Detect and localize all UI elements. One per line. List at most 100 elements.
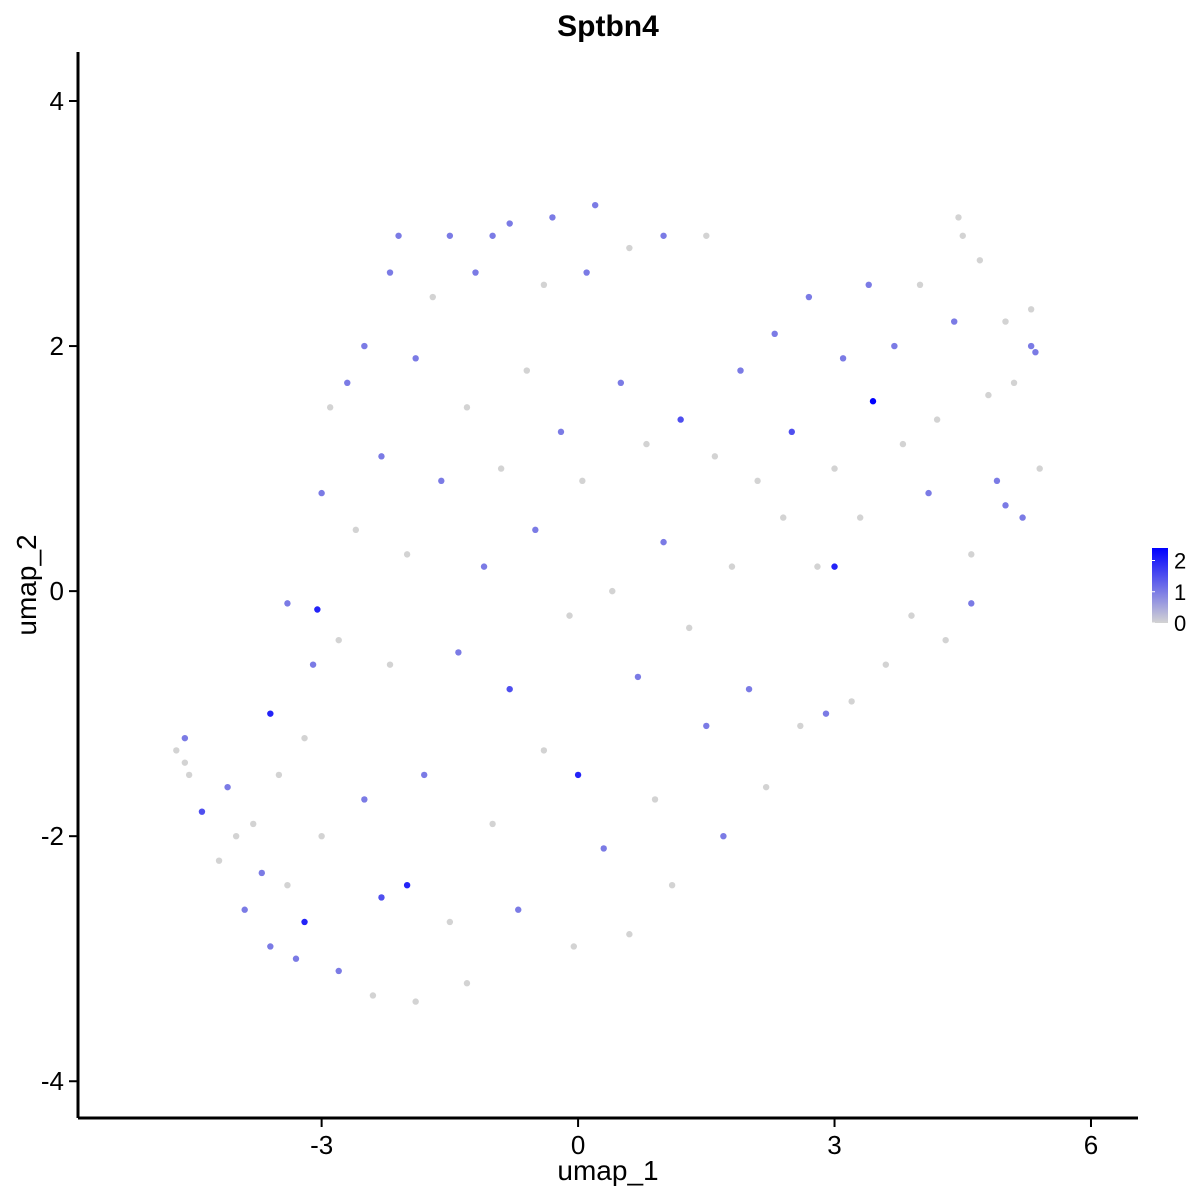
data-point [703,232,710,239]
data-point [865,281,872,289]
data-point [421,771,428,779]
data-point [848,698,855,705]
color-legend: 0 1 2 [1152,548,1186,636]
data-point [908,612,915,619]
data-point [600,845,607,852]
y-tick-label: 0 [50,576,64,606]
data-point [540,747,548,754]
y-tick-label: -2 [41,821,64,851]
data-point [181,734,189,742]
data-point [378,894,385,901]
data-point [532,526,539,534]
y-tick-label: -4 [41,1066,64,1096]
colorbar-tick-label: 1 [1174,580,1186,605]
data-point [540,281,548,289]
data-point [831,563,838,570]
y-tick-label: 2 [50,331,64,361]
y-axis-title: umap_2 [11,534,42,635]
data-point [1027,342,1035,350]
data-point [438,477,445,485]
data-point [788,428,795,436]
x-tick-label: 0 [571,1130,585,1160]
data-point [1002,502,1009,509]
data-point [993,477,1001,485]
colorbar [1152,548,1168,623]
data-point [797,722,804,730]
data-point [386,661,394,668]
data-point [446,232,454,239]
data-point [583,269,590,276]
data-point [856,514,864,521]
data-point [386,269,394,276]
axes: -3 0 3 6 -4 -2 0 2 4 [41,52,1138,1160]
data-point [403,551,411,558]
data-point [831,465,838,472]
data-point [361,342,368,350]
data-point [955,214,962,221]
data-point [506,685,513,693]
data-point [609,587,616,595]
data-point [916,281,924,289]
data-point [762,783,770,791]
data-point [455,649,462,656]
data-point [711,453,719,460]
data-point [686,624,693,632]
data-point [720,832,727,840]
data-point [335,967,342,975]
data-point [412,355,419,362]
data-point [173,747,180,754]
data-point [737,367,744,374]
data-point [446,918,454,926]
data-point [335,636,342,644]
data-point [754,477,761,485]
data-point [489,232,496,239]
x-axis-title: umap_1 [557,1155,658,1186]
data-point [267,943,274,950]
data-point [660,538,667,546]
data-point [899,440,907,448]
data-point [301,734,308,742]
data-point [968,551,975,558]
data-point [361,796,368,803]
data-point [275,771,283,779]
data-point [805,293,813,301]
data-point [651,796,659,803]
data-point [591,201,599,209]
data-point [515,906,522,913]
scatter-points [173,201,1043,1005]
data-point [369,992,377,999]
data-point [959,232,966,239]
colorbar-tick-label: 0 [1174,611,1186,636]
data-point [181,759,189,766]
data-point [660,232,667,239]
data-point [780,514,787,521]
data-point [463,404,471,411]
data-point [198,808,206,815]
data-point [626,244,633,252]
data-point [951,318,958,325]
data-point [570,943,578,950]
data-point [771,330,778,338]
data-point [617,379,625,387]
data-point [292,955,300,962]
data-point [314,606,321,613]
data-point [284,600,291,607]
data-point [925,489,932,497]
data-point [489,820,496,828]
data-point [267,710,274,717]
y-tick-label: 4 [50,86,64,116]
data-point [395,232,402,239]
data-point [1027,306,1035,313]
data-point [566,612,573,619]
data-point [677,416,684,423]
data-point [497,465,505,472]
data-point [523,367,530,374]
data-point [728,563,736,570]
data-point [403,881,411,889]
data-point [557,428,565,436]
data-point [985,391,992,399]
data-point [882,661,890,668]
data-point [579,477,586,485]
data-point [643,440,650,448]
data-point [224,783,231,791]
